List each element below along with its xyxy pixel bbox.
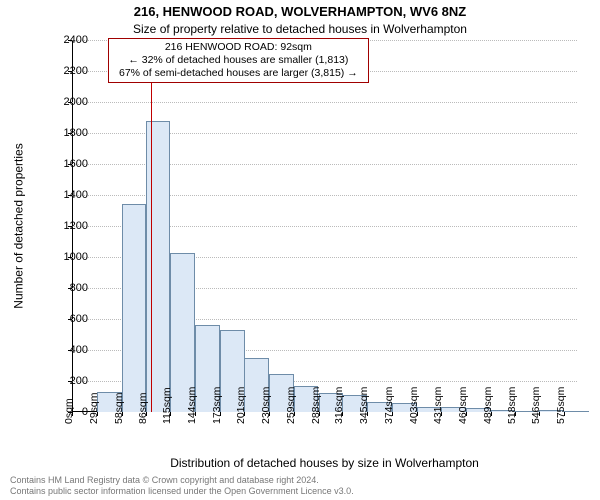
gridline-h [72, 102, 577, 103]
ytick-label: 800 [38, 282, 88, 294]
annotation-line-1: 216 HENWOOD ROAD: 92sqm [119, 41, 358, 54]
annotation-line-2: ← 32% of detached houses are smaller (1,… [119, 54, 358, 67]
histogram-bar [146, 121, 171, 412]
property-marker-line [151, 40, 152, 412]
ytick-label: 200 [38, 375, 88, 387]
ytick-label: 1400 [38, 189, 88, 201]
ytick-label: 2000 [38, 96, 88, 108]
ytick-label: 2200 [38, 65, 88, 77]
ytick-label: 1600 [38, 158, 88, 170]
plot-area [72, 40, 577, 412]
chart-subtitle: Size of property relative to detached ho… [0, 22, 600, 36]
annotation-line-3: 67% of semi-detached houses are larger (… [119, 67, 358, 80]
credits-text: Contains HM Land Registry data © Crown c… [10, 475, 354, 496]
chart-title-address: 216, HENWOOD ROAD, WOLVERHAMPTON, WV6 8N… [0, 4, 600, 19]
ytick-label: 1800 [38, 127, 88, 139]
annotation-box: 216 HENWOOD ROAD: 92sqm ← 32% of detache… [108, 38, 369, 83]
ytick-label: 400 [38, 344, 88, 356]
ytick-label: 2400 [38, 34, 88, 46]
y-axis-label: Number of detached properties [10, 40, 28, 412]
ytick-label: 1200 [38, 220, 88, 232]
x-axis-label: Distribution of detached houses by size … [72, 456, 577, 470]
histogram-bar [564, 411, 589, 412]
ytick-label: 600 [38, 313, 88, 325]
histogram-bar [122, 204, 147, 412]
ytick-label: 1000 [38, 251, 88, 263]
